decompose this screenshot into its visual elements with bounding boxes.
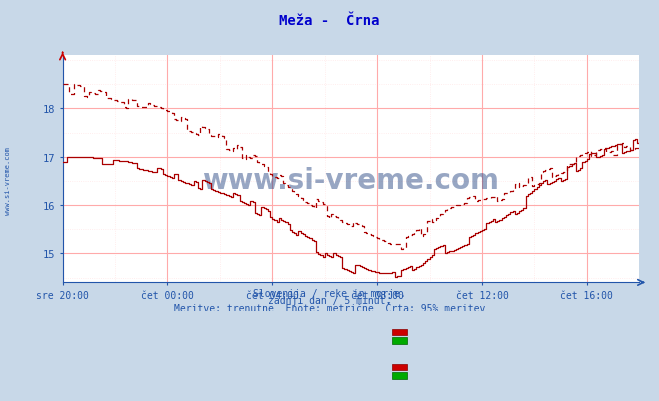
Text: povpr.:: povpr.:: [148, 356, 192, 367]
Text: -nan: -nan: [76, 374, 101, 384]
Text: Meža -  Črna: Meža - Črna: [395, 322, 471, 332]
Text: Meža -  Črna: Meža - Črna: [395, 356, 471, 367]
Text: pretok[m3/s]: pretok[m3/s]: [410, 339, 485, 349]
Text: maks.:: maks.:: [221, 356, 258, 367]
Text: zadnji dan / 5 minut.: zadnji dan / 5 minut.: [268, 296, 391, 306]
Text: Meritve: trenutne  Enote: metrične  Črta: 95% meritev: Meritve: trenutne Enote: metrične Črta: …: [174, 303, 485, 313]
Text: maks.:: maks.:: [221, 322, 258, 332]
Text: 16,8: 16,8: [7, 331, 32, 341]
Text: 14,5: 14,5: [76, 365, 101, 375]
Text: TRENUTNE VREDNOSTI (polna črta):: TRENUTNE VREDNOSTI (polna črta):: [7, 348, 206, 358]
Text: sedaj:: sedaj:: [7, 356, 44, 367]
Text: 15,4: 15,4: [76, 331, 101, 341]
Text: -nan: -nan: [7, 339, 32, 349]
Text: -nan: -nan: [7, 374, 32, 384]
Text: www.si-vreme.com: www.si-vreme.com: [5, 146, 11, 215]
Text: 15,8: 15,8: [148, 365, 173, 375]
Text: ZGODOVINSKE VREDNOSTI (črtkana črta):: ZGODOVINSKE VREDNOSTI (črtkana črta):: [7, 314, 238, 324]
Text: 16,5: 16,5: [148, 331, 173, 341]
Text: sedaj:: sedaj:: [7, 322, 44, 332]
Text: min.:: min.:: [76, 322, 107, 332]
Text: temperatura[C]: temperatura[C]: [410, 365, 498, 375]
Text: -nan: -nan: [148, 339, 173, 349]
Text: -nan: -nan: [221, 374, 246, 384]
Text: -nan: -nan: [76, 339, 101, 349]
Text: Slovenija / reke in morje.: Slovenija / reke in morje.: [253, 288, 406, 298]
Text: povpr.:: povpr.:: [148, 322, 192, 332]
Text: -nan: -nan: [221, 339, 246, 349]
Text: -nan: -nan: [148, 374, 173, 384]
Text: Meža -  Črna: Meža - Črna: [279, 14, 380, 28]
Text: 18,4: 18,4: [221, 331, 246, 341]
Text: min.:: min.:: [76, 356, 107, 367]
Text: pretok[m3/s]: pretok[m3/s]: [410, 374, 485, 384]
Text: www.si-vreme.com: www.si-vreme.com: [202, 167, 500, 195]
Text: 17,3: 17,3: [7, 365, 32, 375]
Text: temperatura[C]: temperatura[C]: [410, 331, 498, 341]
Text: 17,3: 17,3: [221, 365, 246, 375]
